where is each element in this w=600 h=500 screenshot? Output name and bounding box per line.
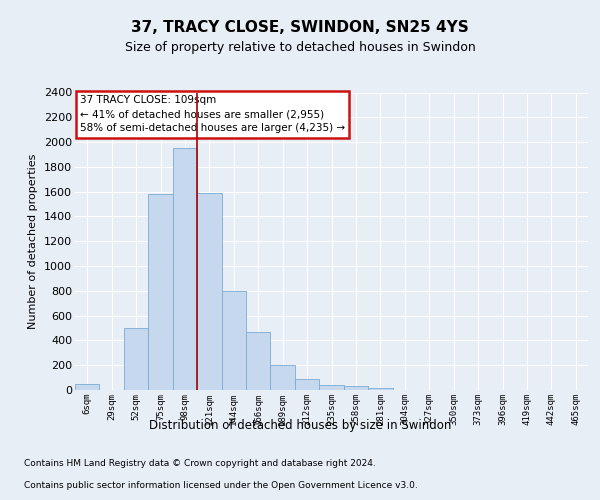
- Bar: [319, 385, 344, 390]
- Text: Distribution of detached houses by size in Swindon: Distribution of detached houses by size …: [149, 420, 451, 432]
- Bar: [221, 291, 246, 390]
- Text: Contains public sector information licensed under the Open Government Licence v3: Contains public sector information licen…: [24, 480, 418, 490]
- Bar: [271, 365, 295, 390]
- Text: Contains HM Land Registry data © Crown copyright and database right 2024.: Contains HM Land Registry data © Crown c…: [24, 460, 376, 468]
- Y-axis label: Number of detached properties: Number of detached properties: [28, 154, 38, 329]
- Bar: [246, 332, 271, 390]
- Bar: [75, 384, 100, 390]
- Bar: [368, 388, 392, 390]
- Bar: [197, 193, 221, 390]
- Text: 37, TRACY CLOSE, SWINDON, SN25 4YS: 37, TRACY CLOSE, SWINDON, SN25 4YS: [131, 20, 469, 35]
- Bar: [344, 386, 368, 390]
- Bar: [295, 379, 319, 390]
- Bar: [173, 148, 197, 390]
- Text: Size of property relative to detached houses in Swindon: Size of property relative to detached ho…: [125, 41, 475, 54]
- Bar: [124, 328, 148, 390]
- Text: 37 TRACY CLOSE: 109sqm
← 41% of detached houses are smaller (2,955)
58% of semi-: 37 TRACY CLOSE: 109sqm ← 41% of detached…: [80, 96, 345, 134]
- Bar: [148, 194, 173, 390]
